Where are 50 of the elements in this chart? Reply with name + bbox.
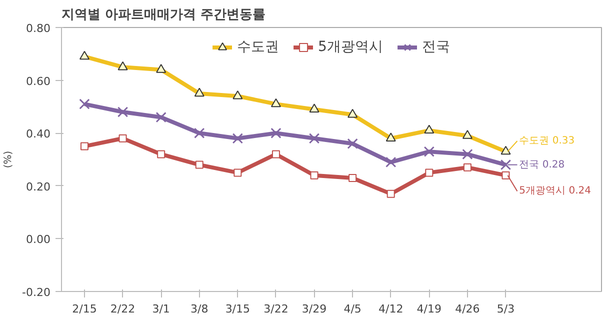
point — [462, 148, 473, 160]
x-tick-label: 4/26 — [455, 302, 480, 316]
legend-label: 수도권 — [237, 38, 280, 56]
point — [195, 160, 204, 169]
y-tick-label: 0.80 — [26, 22, 51, 35]
point — [118, 134, 127, 142]
point — [117, 106, 128, 118]
x-tick-label: 5/3 — [496, 302, 515, 316]
x-tick-label: 3/1 — [152, 302, 170, 316]
point — [234, 168, 242, 177]
point — [272, 150, 280, 158]
point — [424, 146, 435, 157]
point — [270, 128, 282, 138]
annotation: 5개광역시 0.24 — [519, 186, 591, 197]
y-axis-title: (%) — [3, 150, 14, 168]
point — [157, 150, 166, 158]
annotation: 전국 0.28 — [519, 159, 565, 170]
x-tick-label: 4/5 — [344, 302, 362, 316]
y-tick-label: 0.40 — [26, 128, 51, 141]
legend-label: 전국 — [422, 38, 450, 56]
point — [347, 138, 358, 150]
x-tick-label: 2/22 — [110, 302, 136, 316]
point — [386, 190, 395, 198]
point — [425, 168, 434, 177]
point — [308, 133, 320, 144]
legend-label: 5개광역시 — [318, 38, 383, 56]
point — [80, 142, 88, 150]
point — [463, 163, 472, 172]
x-tick-label: 3/8 — [190, 302, 208, 316]
y-tick-label: 0.00 — [26, 233, 51, 246]
annotation: 수도권 0.33 — [519, 136, 575, 147]
x-tick-label: 2/15 — [72, 302, 97, 316]
point — [194, 128, 205, 138]
point — [310, 171, 318, 180]
y-tick-label: 0.60 — [26, 74, 51, 88]
point — [79, 98, 90, 110]
chart-title: 지역별 아파트매매가격 주간변동률 — [62, 8, 266, 22]
point — [386, 156, 396, 168]
x-tick-label: 3/22 — [264, 302, 288, 316]
point — [348, 174, 357, 182]
x-tick-label: 3/15 — [225, 302, 250, 316]
point — [500, 159, 512, 170]
point — [502, 171, 510, 180]
x-tick-label: 3/29 — [302, 302, 327, 316]
point — [156, 112, 166, 123]
x-tick-label: 4/12 — [378, 302, 404, 316]
y-tick-label: -0.20 — [22, 286, 51, 299]
x-tick-label: 4/19 — [416, 302, 442, 316]
point — [232, 133, 244, 144]
y-tick-label: 0.20 — [26, 180, 51, 194]
